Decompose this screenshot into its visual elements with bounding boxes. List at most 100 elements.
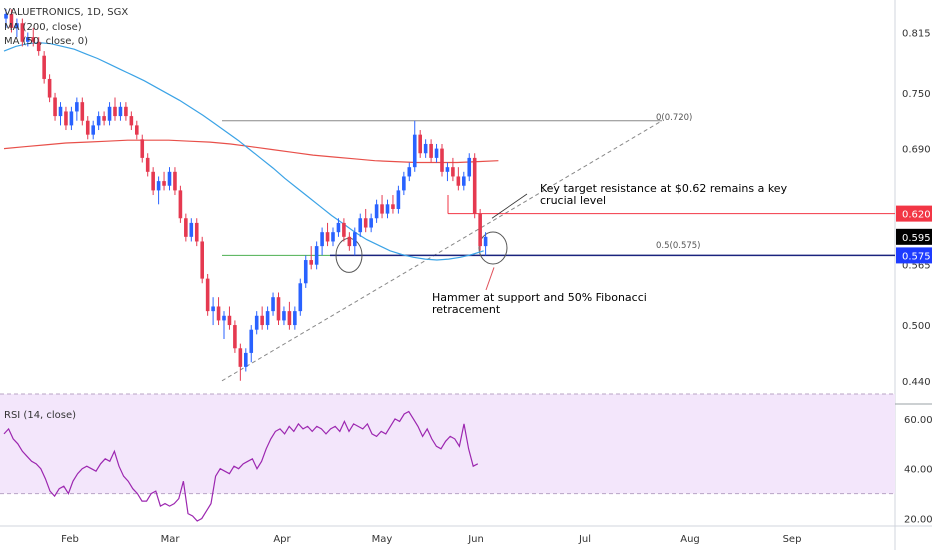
time-tick-label: Sep: [783, 534, 802, 545]
candle-body: [254, 315, 259, 330]
candle-body: [472, 157, 477, 214]
candle-body: [287, 311, 292, 326]
candle-body: [4, 13, 8, 19]
rsi-tick-label: 40.00: [904, 465, 932, 476]
candle-body: [167, 171, 172, 186]
candle-body: [462, 176, 466, 186]
hammer-pointer: [485, 267, 495, 291]
candle-body: [75, 102, 79, 112]
price-tick-label: 0.500: [902, 321, 931, 332]
candle-body: [331, 232, 335, 242]
candle-body: [42, 55, 46, 79]
rsi-line: [3, 410, 479, 522]
fib-half-label: 0.5(0.575): [656, 241, 700, 251]
candle-body: [478, 213, 482, 247]
candle-body: [47, 78, 52, 98]
candle-body: [135, 125, 139, 135]
candle-body: [353, 232, 357, 247]
price-tick-label: 0.690: [902, 145, 931, 156]
candle-body: [374, 204, 379, 219]
time-tick-label: Aug: [680, 534, 700, 545]
time-tick-label: May: [372, 534, 393, 545]
candle-body: [118, 106, 123, 117]
candle-body: [260, 315, 264, 326]
candle-body: [238, 348, 243, 367]
candle-body: [31, 37, 36, 42]
candle-body: [265, 311, 270, 326]
candle-body: [200, 241, 204, 279]
candle-body: [85, 120, 90, 135]
candle-body: [483, 236, 488, 247]
candle-body: [205, 278, 210, 312]
candle-body: [124, 106, 128, 117]
candle-body: [9, 13, 14, 28]
rsi-legend: RSI (14, close): [4, 410, 76, 421]
candle-body: [91, 125, 95, 135]
time-tick-label: Feb: [61, 534, 79, 545]
candle-body: [20, 23, 25, 42]
candle-body: [184, 218, 188, 237]
candle-body: [456, 176, 461, 186]
candle-body: [69, 111, 74, 126]
candle-body: [440, 148, 444, 172]
candle-body: [418, 134, 422, 154]
rsi-tick-label: 60.00: [904, 415, 932, 426]
resistance-pointer: [491, 193, 528, 219]
candle-body: [282, 311, 286, 321]
ma200-legend: MA (200, close): [4, 22, 82, 33]
price-tick-label: 0.565: [902, 261, 931, 272]
candle-body: [64, 111, 68, 126]
candle-body: [15, 23, 19, 28]
candle-body: [303, 260, 308, 284]
candle-body: [358, 218, 363, 233]
ma50-legend: MA (50, close, 0): [4, 36, 88, 47]
candle-body: [36, 41, 41, 52]
candle-body: [58, 106, 63, 117]
candle-body: [325, 232, 330, 242]
candle-body: [151, 171, 155, 191]
candle-body: [342, 222, 346, 237]
candle-body: [391, 204, 395, 209]
candle-body: [173, 171, 177, 191]
candle-body: [249, 329, 254, 353]
candle-body: [385, 204, 390, 214]
candle-body: [434, 148, 439, 158]
candle-body: [363, 218, 368, 228]
candle-body: [314, 246, 319, 265]
rsi-band: [0, 394, 895, 494]
candle-body: [162, 181, 166, 186]
price-label-box: [896, 228, 932, 245]
candle-body: [347, 236, 352, 247]
candle-body: [216, 306, 221, 321]
candle-body: [423, 143, 428, 154]
time-tick-label: Jun: [467, 534, 484, 545]
candle-body: [380, 204, 384, 214]
candle-body: [336, 222, 341, 233]
candle-body: [396, 190, 401, 209]
candle-body: [140, 139, 145, 158]
candle-body: [156, 181, 161, 191]
price-label-text: 0.595: [902, 233, 931, 244]
candle-body: [26, 37, 30, 42]
time-tick-label: Jul: [578, 534, 591, 545]
candle-body: [107, 106, 112, 121]
candle-body: [429, 143, 433, 158]
ma50-line: [3, 42, 484, 261]
candle-body: [244, 352, 248, 367]
hammer-circle: [478, 231, 508, 265]
candle-body: [189, 222, 194, 237]
rsi-tick-label: 20.00: [904, 515, 932, 526]
time-tick-label: Apr: [273, 534, 291, 545]
symbol-title: VALUETRONICS, 1D, SGX: [4, 7, 128, 18]
candle-body: [451, 167, 455, 177]
annotation-resistance-line2: crucial level: [540, 194, 606, 207]
candle-body: [412, 134, 417, 168]
time-tick-label: Mar: [161, 534, 181, 545]
candle-body: [407, 167, 412, 177]
annotation-resistance-line1: Key target resistance at $0.62 remains a…: [540, 182, 788, 195]
candle-body: [80, 102, 85, 121]
price-tick-label: 0.750: [902, 89, 931, 100]
price-label-box: [896, 247, 932, 264]
price-label-text: 0.575: [902, 251, 931, 262]
